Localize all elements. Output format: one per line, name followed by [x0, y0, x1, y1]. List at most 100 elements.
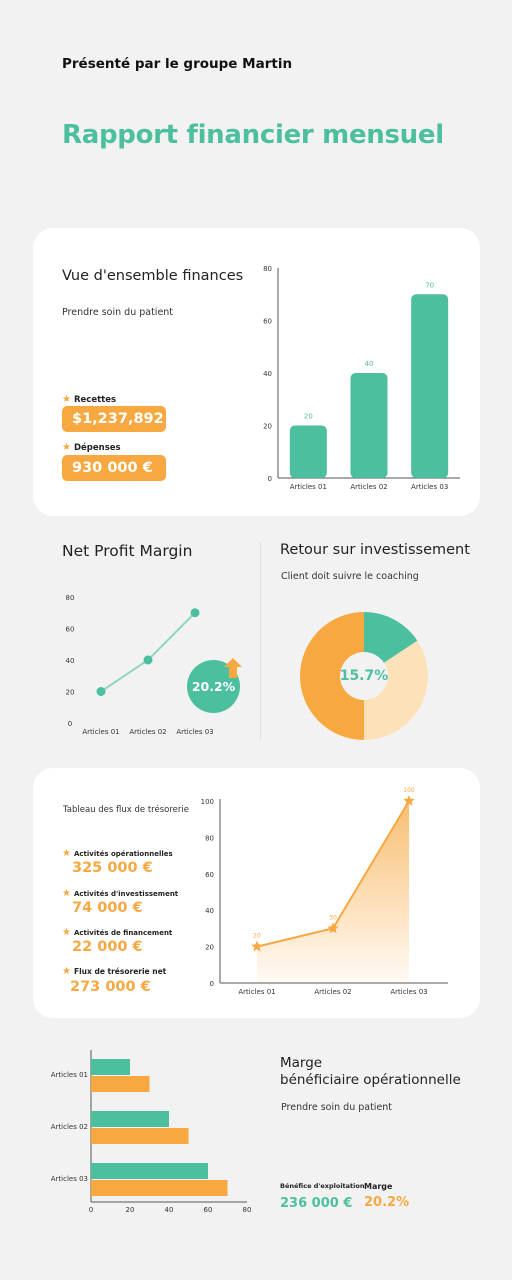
y-tick-label: 0 [268, 475, 272, 483]
x-tick-label: Articles 02 [314, 988, 351, 996]
star-icon: ★ [62, 966, 71, 977]
bar [91, 1111, 169, 1127]
income-label-row: ★ Recettes [62, 394, 116, 405]
expense-label: Dépenses [73, 442, 121, 453]
report-subtitle: Présenté par le groupe Martin [62, 56, 293, 72]
y-tick-label: 0 [210, 980, 214, 988]
bar [91, 1128, 189, 1144]
y-tick-label: 100 [201, 798, 214, 806]
y-tick-label: 40 [205, 907, 214, 915]
y-tick-label: 20 [205, 944, 214, 952]
net-profit-title: Net Profit Margin [62, 542, 193, 560]
cashflow-item-value: 273 000 € [70, 979, 151, 995]
y-tick-label: 80 [263, 265, 272, 273]
roi-note: Client doit suivre le coaching [281, 571, 419, 582]
margin-horizontal-bar-chart: 0 20 40 60 80 Articles 01 Articles 02 Articles … [51, 1050, 252, 1214]
roi-donut-chart: 15.7% [300, 612, 428, 740]
cashflow-item-label: Activités opérationnelles [73, 849, 173, 858]
x-tick-label: Articles 02 [129, 728, 166, 736]
star-icon: ★ [62, 848, 71, 859]
y-tick-label: 60 [205, 871, 214, 879]
bar [91, 1163, 208, 1179]
x-tick-label: Articles 03 [411, 483, 448, 491]
series-line [100, 612, 196, 693]
cashflow-item-label-row: ★ Activités d'investissement [62, 888, 178, 899]
data-point [143, 655, 153, 665]
area-fill [257, 801, 409, 983]
star-icon: ★ [62, 888, 71, 899]
x-tick-label: Articles 02 [350, 483, 387, 491]
cashflow-item-value: 22 000 € [72, 939, 143, 955]
margin-label: Marge [364, 1182, 393, 1191]
data-label: 20 [304, 413, 313, 421]
bar [91, 1180, 228, 1196]
pie-slice [364, 640, 428, 740]
bar [289, 425, 327, 478]
x-tick-label: 40 [165, 1206, 174, 1214]
net-profit-line-chart: 0 20 40 60 80 Articles 01 Articles 02 Articles … [66, 594, 214, 736]
pie-slice [300, 612, 364, 740]
y-tick-label: 0 [68, 720, 72, 728]
data-label: 30 [329, 914, 337, 921]
overview-bar-chart: 0 20 40 60 80 20 Articles 01 40 Articles 02 70 Art… [263, 265, 460, 491]
y-tick-label: 80 [66, 594, 75, 602]
y-tick-label: Articles 01 [51, 1071, 88, 1079]
y-tick-label: Articles 02 [51, 1123, 88, 1131]
x-tick-label: Articles 01 [290, 483, 327, 491]
x-tick-label: 0 [89, 1206, 93, 1214]
x-tick-label: 80 [243, 1206, 252, 1214]
cashflow-area-chart: 0 20 40 60 80 100 20 30 100 Articles 01 Articles 0… [201, 787, 448, 996]
margin-title-line1: Marge [280, 1055, 323, 1071]
profit-value: 236 000 € [280, 1196, 353, 1211]
y-tick-label: Articles 03 [51, 1175, 88, 1183]
section-divider [260, 542, 261, 740]
x-tick-label: Articles 01 [238, 988, 275, 996]
report-title: Rapport financier mensuel [62, 120, 444, 150]
margin-value: 20.2% [364, 1195, 410, 1210]
margin-title: Marge bénéficiaire opérationnelle [280, 1055, 461, 1089]
data-label: 100 [403, 787, 415, 794]
y-tick-label: 60 [66, 626, 75, 634]
data-label: 20 [253, 933, 261, 940]
expense-label-row: ★ Dépenses [62, 442, 121, 453]
cashflow-item-label: Flux de trésorerie net [73, 967, 167, 976]
cashflow-item-label-row: ★ Activités opérationnelles [62, 848, 173, 859]
x-tick-label: 60 [204, 1206, 213, 1214]
income-label: Recettes [73, 394, 117, 405]
x-tick-label: Articles 01 [82, 728, 119, 736]
roi-title: Retour sur investissement [280, 542, 470, 558]
bar [411, 294, 449, 478]
y-tick-label: 20 [263, 423, 272, 431]
star-marker [403, 795, 415, 806]
y-tick-label: 80 [205, 834, 214, 842]
margin-note: Prendre soin du patient [281, 1102, 393, 1113]
data-point [96, 687, 106, 696]
x-tick-label: 20 [126, 1206, 135, 1214]
bar [91, 1059, 130, 1075]
star-marker [251, 940, 263, 952]
data-label: 70 [425, 281, 434, 289]
cashflow-item-value: 325 000 € [72, 860, 153, 876]
data-point [190, 608, 200, 618]
bar [91, 1076, 150, 1092]
cashflow-item-label: Activités d'investissement [73, 889, 179, 898]
y-tick-label: 40 [66, 657, 75, 665]
y-tick-label: 40 [263, 370, 272, 378]
x-tick-label: Articles 03 [390, 988, 427, 996]
data-label: 40 [365, 360, 374, 368]
y-tick-label: 60 [263, 318, 272, 326]
arrow-up-icon [224, 658, 242, 678]
star-icon: ★ [62, 442, 71, 453]
cashflow-title: Tableau des flux de trésorerie [63, 805, 189, 815]
income-value: $1,237,892 [62, 406, 166, 432]
margin-title-line2: bénéficiaire opérationnelle [280, 1072, 461, 1088]
cashflow-item-value: 74 000 € [72, 900, 143, 916]
cashflow-item-label-row: ★ Activités de financement [62, 927, 172, 938]
profit-label: Bénéfice d'exploitation [280, 1182, 365, 1190]
expense-value: 930 000 € [62, 455, 166, 481]
cashflow-item-label-row: ★ Flux de trésorerie net [62, 966, 166, 977]
x-tick-label: Articles 03 [176, 728, 213, 736]
pie-slice [364, 612, 418, 663]
star-icon: ★ [62, 394, 71, 405]
roi-center-value: 15.7% [340, 668, 389, 684]
